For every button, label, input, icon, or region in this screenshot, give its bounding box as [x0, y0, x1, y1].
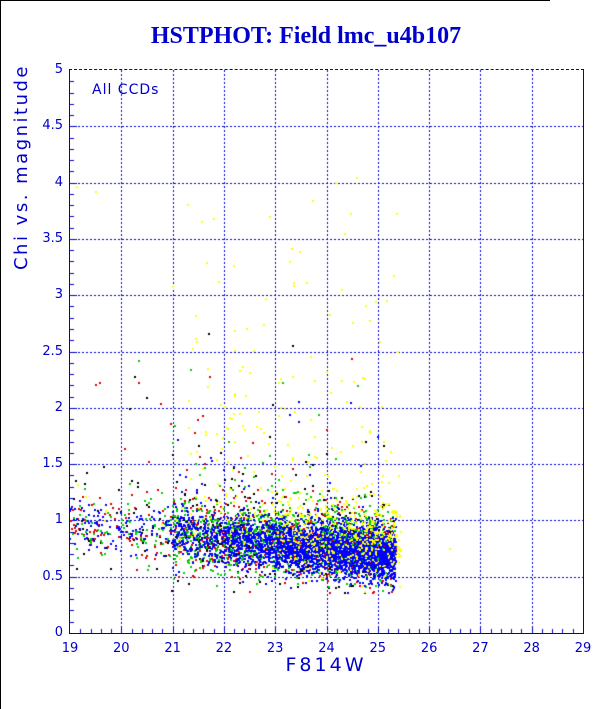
y-tick-label: 4 — [54, 174, 63, 190]
x-tick-label: 26 — [420, 641, 438, 656]
window-edge-left — [0, 0, 1, 709]
y-tick-label: 0 — [54, 625, 63, 640]
y-tick-label: 1.5 — [42, 456, 63, 472]
x-tick-label: 27 — [472, 641, 489, 656]
x-tick-label: 29 — [574, 641, 592, 656]
y-tick-label: 3 — [54, 287, 63, 303]
y-tick-label: 4.5 — [42, 118, 63, 134]
x-tick-label: 21 — [164, 641, 181, 656]
x-tick-label: 19 — [61, 641, 79, 656]
x-tick-label: 28 — [523, 641, 540, 656]
y-axis-label: Chi vs. magnitude — [11, 63, 32, 271]
x-tick-label: 25 — [369, 641, 387, 656]
y-tick-label: 0.5 — [42, 568, 63, 584]
x-tick-label: 20 — [113, 641, 130, 656]
y-tick-label: 1 — [54, 512, 63, 528]
x-tick-label: 22 — [215, 641, 233, 656]
scatter-canvas — [70, 70, 583, 633]
window-edge-top — [0, 0, 550, 1]
x-tick-label: 24 — [318, 641, 335, 656]
y-tick-label: 2 — [54, 399, 63, 415]
page-title: HSTPHOT: Field lmc_u4b107 — [150, 23, 462, 49]
plot-area: All CCDs — [69, 69, 584, 634]
x-axis-label: F814W — [285, 654, 367, 676]
y-tick-label: 2.5 — [42, 343, 63, 359]
ccd-annotation: All CCDs — [92, 82, 160, 98]
y-tick-label: 3.5 — [42, 230, 63, 246]
y-tick-label: 5 — [54, 62, 63, 77]
x-tick-label: 23 — [266, 641, 284, 656]
